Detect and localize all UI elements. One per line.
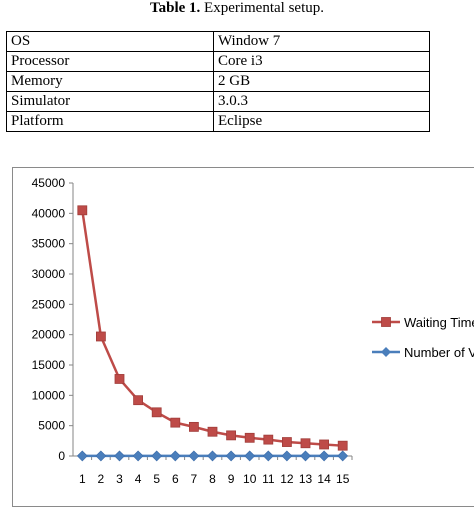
y-tick-label: 15000: [32, 358, 66, 372]
data-point: [337, 440, 348, 451]
x-tick-label: 8: [209, 472, 216, 486]
x-tick-label: 10: [243, 472, 257, 486]
y-tick-label: 0: [58, 449, 65, 463]
data-point: [133, 395, 144, 406]
y-tick-label: 25000: [32, 297, 66, 311]
x-tick-label: 15: [336, 472, 350, 486]
caption-text: Experimental setup.: [204, 0, 324, 16]
data-point: [281, 437, 292, 447]
table-cell-value: Eclipse: [213, 111, 430, 132]
caption-label: Table 1.: [149, 0, 201, 16]
data-point: [114, 450, 125, 462]
data-point: [244, 450, 256, 462]
data-point: [244, 432, 255, 443]
table-row: Simulator 3.0.3: [6, 91, 430, 112]
x-tick-label: 11: [262, 472, 275, 486]
data-point: [170, 417, 181, 428]
data-point: [226, 430, 237, 441]
legend-number-of-v-label: Number of V: [404, 345, 474, 360]
table-row: OS Window 7: [6, 31, 430, 52]
x-tick-label: 14: [317, 472, 331, 486]
data-point: [318, 450, 330, 462]
legend-waiting-time-label: Waiting Time: [404, 315, 474, 330]
data-point: [225, 450, 237, 462]
data-point: [262, 450, 274, 462]
data-point: [76, 450, 88, 462]
data-point: [281, 450, 293, 462]
y-tick-label: 10000: [32, 388, 66, 402]
table-caption: Table 1. Experimental setup.: [0, 0, 474, 22]
data-point: [300, 450, 311, 462]
data-point: [96, 331, 106, 342]
x-tick-label: 7: [191, 472, 198, 486]
data-point: [151, 450, 163, 462]
y-tick-label: 5000: [38, 419, 65, 433]
data-point: [188, 421, 199, 432]
legend-waiting-time-marker: [381, 317, 391, 327]
x-tick-label: 1: [79, 472, 86, 486]
data-point: [151, 407, 162, 418]
y-tick-label: 20000: [32, 328, 66, 342]
x-tick-label: 13: [299, 472, 313, 486]
data-point: [207, 426, 218, 437]
data-point: [132, 450, 144, 462]
y-tick-label: 45000: [32, 176, 66, 190]
table-cell-key: Platform: [6, 111, 214, 132]
y-tick-label: 35000: [32, 237, 66, 251]
x-tick-label: 3: [116, 472, 123, 486]
setup-table: OS Window 7 Processor Core i3 Memory 2 G…: [6, 31, 430, 132]
x-tick-label: 12: [280, 472, 294, 486]
data-point: [114, 374, 125, 384]
x-tick-label: 5: [153, 472, 160, 486]
x-tick-label: 2: [98, 472, 105, 486]
data-point: [77, 205, 88, 216]
data-point: [337, 450, 349, 462]
data-point: [300, 438, 311, 449]
x-tick-label: 4: [135, 472, 142, 486]
x-tick-label: 9: [228, 472, 235, 486]
y-tick-label: 40000: [32, 206, 66, 220]
data-point: [169, 450, 181, 462]
data-point: [95, 450, 107, 462]
data-point: [188, 450, 200, 462]
data-point: [319, 439, 330, 450]
x-tick-label: 6: [172, 472, 179, 486]
chart-frame: [12, 167, 474, 507]
legend-number-of-v-marker: [381, 347, 391, 357]
y-tick-label: 30000: [32, 267, 66, 281]
data-point: [263, 434, 274, 445]
table-row: Platform Eclipse: [6, 111, 430, 132]
data-point: [207, 450, 218, 462]
series-line-waiting-time: [81, 210, 343, 447]
